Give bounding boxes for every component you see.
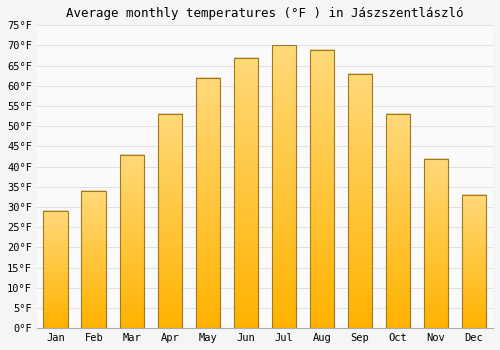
- Bar: [310, 49, 334, 328]
- Bar: [424, 159, 448, 328]
- Bar: [462, 195, 486, 328]
- Bar: [272, 46, 296, 328]
- Bar: [196, 78, 220, 328]
- Bar: [82, 191, 106, 328]
- Bar: [158, 114, 182, 328]
- Bar: [234, 58, 258, 328]
- Bar: [348, 74, 372, 328]
- Bar: [120, 154, 144, 328]
- Title: Average monthly temperatures (°F ) in Jászszentlászló: Average monthly temperatures (°F ) in Já…: [66, 7, 464, 20]
- Bar: [386, 114, 410, 328]
- Bar: [44, 211, 68, 328]
